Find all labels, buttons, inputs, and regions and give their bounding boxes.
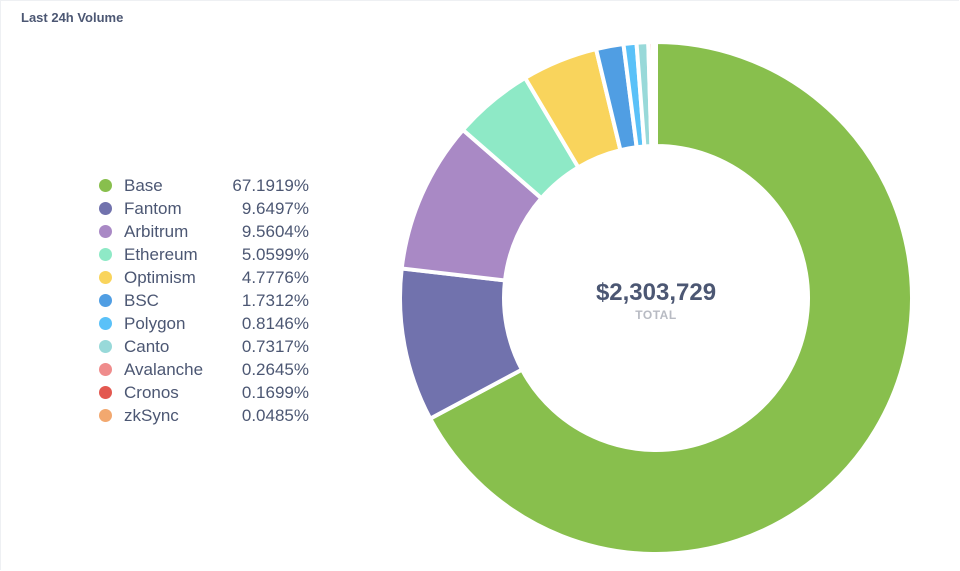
legend-value: 0.0485%	[241, 405, 309, 425]
legend-label: Canto	[124, 336, 170, 356]
legend-swatch	[99, 340, 112, 353]
donut-slice-base[interactable]	[427, 39, 914, 556]
legend-value: 9.6497%	[241, 198, 309, 218]
legend-label: Optimism	[124, 267, 196, 287]
legend-item[interactable]: Canto 0.7317%	[99, 335, 309, 358]
total-value: $2,303,729	[595, 279, 717, 306]
legend-value: 0.7317%	[241, 336, 309, 356]
legend-label: Polygon	[124, 313, 186, 333]
legend-value: 0.1699%	[241, 382, 309, 402]
legend-item[interactable]: Ethereum 5.0599%	[99, 243, 309, 266]
legend-label: Cronos	[124, 382, 179, 402]
legend-label: Ethereum	[124, 244, 198, 264]
legend-label: Avalanche	[124, 359, 204, 379]
legend-swatch	[99, 386, 112, 399]
legend-item[interactable]: Arbitrum 9.5604%	[99, 220, 309, 243]
legend-swatch	[99, 271, 112, 284]
legend-swatch	[99, 363, 112, 376]
legend-swatch	[99, 248, 112, 261]
card-title: Last 24h Volume	[21, 10, 124, 25]
legend-item[interactable]: Avalanche 0.2645%	[99, 358, 309, 381]
legend-swatch	[99, 409, 112, 422]
legend-value: 1.7312%	[241, 290, 309, 310]
legend-item[interactable]: BSC 1.7312%	[99, 289, 309, 312]
chart-legend: Base 67.1919% Fantom 9.6497% Arbitrum 9.5604%…	[99, 174, 309, 427]
legend-item[interactable]: zkSync 0.0485%	[99, 404, 309, 427]
legend-swatch	[99, 317, 112, 330]
legend-label: Arbitrum	[124, 221, 189, 241]
legend-value: 67.1919%	[232, 175, 309, 195]
legend-swatch	[99, 225, 112, 238]
legend-label: Fantom	[124, 198, 182, 218]
legend-value: 5.0599%	[241, 244, 309, 264]
legend-swatch	[99, 202, 112, 215]
legend-swatch	[99, 294, 112, 307]
legend-value: 9.5604%	[241, 221, 309, 241]
legend-value: 0.2645%	[241, 359, 309, 379]
legend-item[interactable]: Polygon 0.8146%	[99, 312, 309, 335]
total-label: TOTAL	[635, 308, 677, 322]
donut-slice-zksync[interactable]	[653, 39, 658, 149]
legend-item[interactable]: Optimism 4.7776%	[99, 266, 309, 289]
legend-label: BSC	[124, 290, 159, 310]
legend-item[interactable]: Base 67.1919%	[99, 174, 309, 197]
legend-value: 4.7776%	[241, 267, 309, 287]
legend-label: zkSync	[124, 405, 179, 425]
legend-value: 0.8146%	[241, 313, 309, 333]
legend-item[interactable]: Cronos 0.1699%	[99, 381, 309, 404]
legend-label: Base	[124, 175, 163, 195]
legend-item[interactable]: Fantom 9.6497%	[99, 197, 309, 220]
legend-swatch	[99, 179, 112, 192]
